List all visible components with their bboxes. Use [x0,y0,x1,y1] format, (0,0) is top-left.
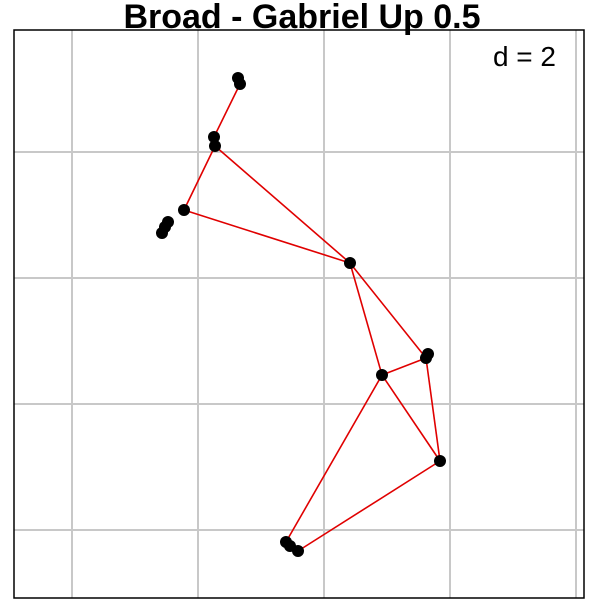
graph-edge [349,262,427,359]
graph-node [209,140,221,152]
plot-frame [13,29,585,599]
graph-edge [381,374,441,462]
graph-edge [183,209,351,264]
graph-edge [213,83,241,138]
graph-node [208,131,220,143]
graph-edge [297,460,441,552]
graph-nodes [156,72,446,557]
graph-node [292,545,304,557]
graph-edge [214,145,351,264]
graph-edges [183,83,441,552]
graph-node [434,455,446,467]
graph-edge [183,145,216,211]
graph-node [178,204,190,216]
dimension-annotation: d = 2 [493,41,556,72]
graph-node [376,369,388,381]
graph-node [420,352,432,364]
graph-edge [381,357,427,376]
graph-edge [285,374,383,543]
graph-node [156,227,168,239]
graph-edge [425,357,441,462]
plot-title: Broad - Gabriel Up 0.5 [123,0,480,36]
grid [14,30,584,598]
graph-edge [349,262,383,376]
graph-node [234,78,246,90]
graph-node [344,257,356,269]
